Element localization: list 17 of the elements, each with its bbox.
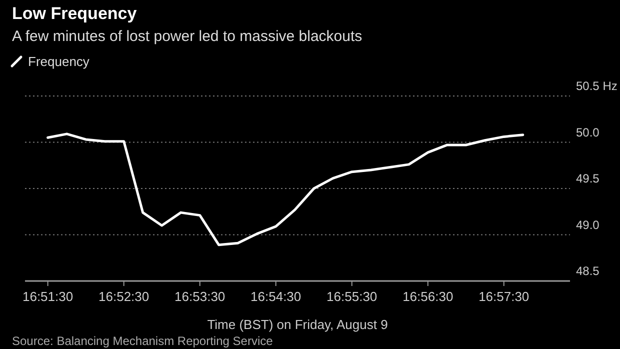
x-tick-label: 16:52:30: [98, 289, 150, 304]
y-tick-label: 49.0: [576, 218, 600, 232]
source-note: Source: Balancing Mechanism Reporting Service: [12, 334, 274, 348]
legend-label: Frequency: [28, 54, 90, 69]
x-axis-title: Time (BST) on Friday, August 9: [207, 317, 388, 332]
x-tick-label: 16:56:30: [402, 289, 454, 304]
x-tick-label: 16:54:30: [250, 289, 302, 304]
chart-title: Low Frequency: [12, 4, 138, 23]
y-tick-label: 49.5: [576, 172, 600, 186]
y-tick-label: 50.0: [576, 125, 600, 140]
y-tick-label: 50.5 Hz: [576, 79, 618, 94]
x-tick-label: 16:55:30: [326, 289, 378, 304]
x-tick-label: 16:57:30: [478, 289, 530, 304]
y-tick-label: 48.5: [576, 264, 600, 278]
x-tick-label: 16:53:30: [174, 289, 226, 304]
chart-subtitle: A few minutes of lost power led to massive blackouts: [12, 28, 362, 45]
x-tick-label: 16:51:30: [22, 289, 74, 304]
